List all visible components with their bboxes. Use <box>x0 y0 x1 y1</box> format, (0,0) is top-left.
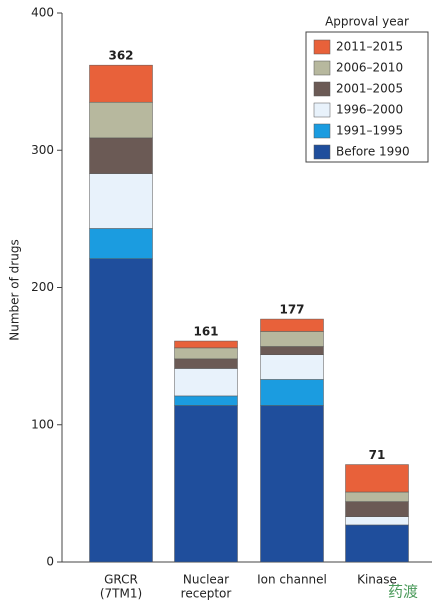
bar-segment <box>345 501 409 517</box>
bar-segment <box>89 101 153 139</box>
bar-segment <box>89 228 153 259</box>
legend-label: 1996–2000 <box>336 103 403 117</box>
legend-swatch <box>313 102 331 118</box>
legend-label: 2001–2005 <box>336 82 403 96</box>
total-label: 362 <box>108 49 133 63</box>
y-tick-label: 100 <box>31 417 54 431</box>
y-tick-label: 0 <box>46 555 54 569</box>
legend-label: 1991–1995 <box>336 124 403 138</box>
bar-segment <box>89 137 153 174</box>
bar-segment <box>260 318 324 332</box>
x-tick-label: (7TM1) <box>100 587 142 601</box>
legend-label: 2011–2015 <box>336 40 403 54</box>
total-label: 71 <box>369 448 386 462</box>
bar-segment <box>260 346 324 356</box>
bar-segment <box>345 524 409 563</box>
y-tick-label: 400 <box>31 6 54 20</box>
x-tick-label: GRCR <box>104 573 138 587</box>
x-tick-label: Ion channel <box>257 573 327 587</box>
watermark: 药渡 <box>388 583 418 601</box>
bar-segment <box>345 464 409 493</box>
legend-swatch <box>313 39 331 55</box>
legend-swatch <box>313 123 331 139</box>
bar-segment <box>174 395 238 406</box>
bar-segment <box>345 516 409 526</box>
x-tick-label: Nuclear <box>183 573 229 587</box>
bar-segment <box>174 368 238 397</box>
bar-segment <box>260 354 324 380</box>
bar-segment <box>89 258 153 563</box>
legend-label: 2006–2010 <box>336 61 403 75</box>
legend-swatch <box>313 144 331 160</box>
y-tick-label: 200 <box>31 280 54 294</box>
bar-segment <box>345 491 409 502</box>
bar-segment <box>174 340 238 349</box>
x-tick-label: receptor <box>181 587 232 601</box>
bar-segment <box>260 331 324 347</box>
bar-segment <box>260 379 324 406</box>
legend-swatch <box>313 60 331 76</box>
legend-swatch <box>313 81 331 97</box>
bar-segment <box>174 358 238 369</box>
total-label: 177 <box>279 303 304 317</box>
bar-segment <box>174 405 238 563</box>
total-label: 161 <box>193 325 218 339</box>
y-tick-label: 300 <box>31 143 54 157</box>
x-tick-label: Kinase <box>357 573 397 587</box>
legend-title: Approval year <box>325 15 409 29</box>
bar-segment <box>89 173 153 229</box>
legend-label: Before 1990 <box>336 145 410 159</box>
bar-segment <box>260 405 324 563</box>
bar-segment <box>89 64 153 103</box>
y-axis-label: Number of drugs <box>8 239 22 340</box>
bar-segment <box>174 347 238 360</box>
